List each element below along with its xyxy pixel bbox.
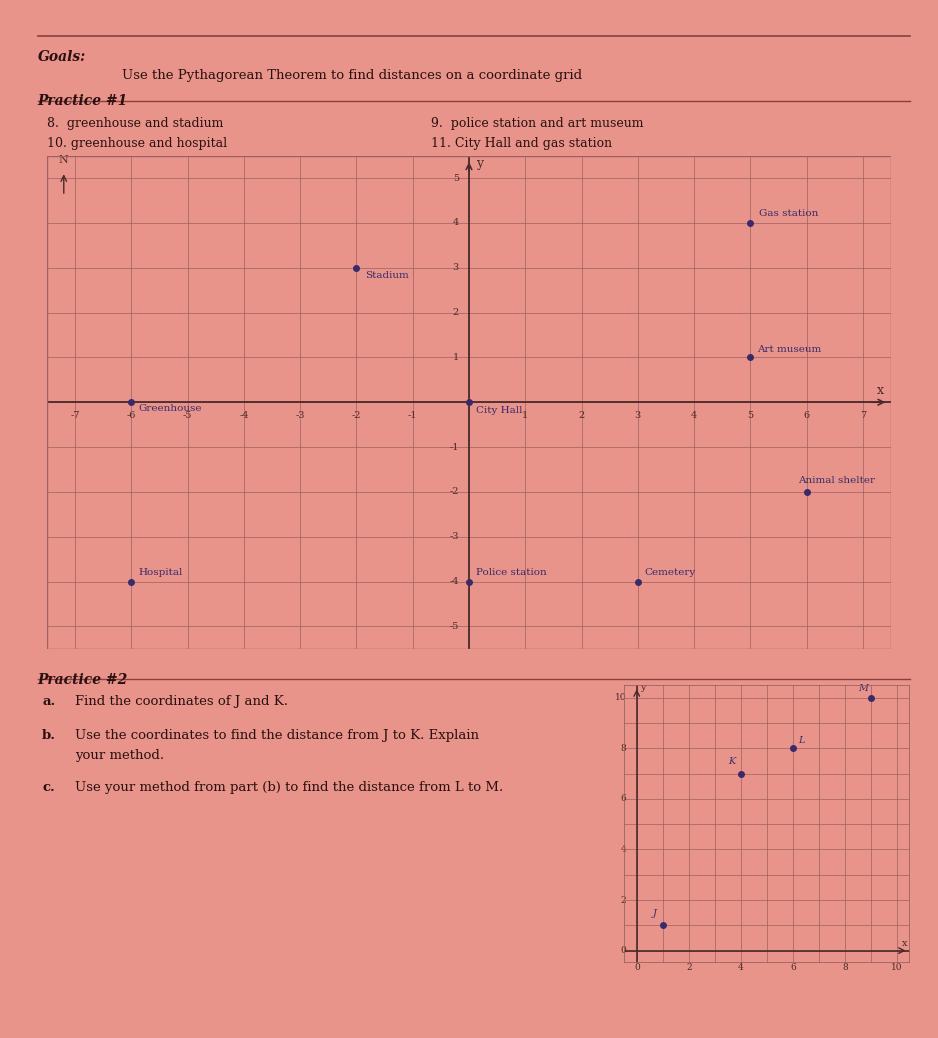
Text: Hospital: Hospital (138, 568, 183, 577)
Text: 4: 4 (691, 411, 697, 420)
Text: -5: -5 (183, 411, 192, 420)
Text: 8: 8 (621, 744, 627, 753)
Text: Find the coordinates of J and K.: Find the coordinates of J and K. (75, 695, 288, 709)
Text: J: J (653, 908, 657, 918)
Text: Practice #1: Practice #1 (38, 94, 128, 108)
Text: Use the coordinates to find the distance from J to K. Explain: Use the coordinates to find the distance… (75, 729, 479, 742)
Text: 3: 3 (635, 411, 641, 420)
Text: Use your method from part (b) to find the distance from L to M.: Use your method from part (b) to find th… (75, 781, 504, 794)
Text: Art museum: Art museum (757, 345, 822, 354)
Text: 1: 1 (522, 411, 528, 420)
Text: Use the Pythagorean Theorem to find distances on a coordinate grid: Use the Pythagorean Theorem to find dist… (122, 69, 582, 82)
Text: 2: 2 (579, 411, 584, 420)
Text: x: x (876, 384, 884, 398)
Text: x: x (902, 938, 907, 948)
Text: -7: -7 (70, 411, 80, 420)
Text: -4: -4 (449, 577, 459, 586)
Text: Goals:: Goals: (38, 50, 85, 63)
Text: 2: 2 (686, 963, 691, 973)
Text: L: L (798, 736, 805, 744)
Text: y: y (641, 683, 646, 692)
Text: -3: -3 (449, 532, 459, 541)
Text: 4: 4 (621, 845, 627, 854)
Text: 0: 0 (621, 946, 627, 955)
Text: your method.: your method. (75, 749, 164, 763)
Text: City Hall: City Hall (476, 406, 522, 415)
Text: 8: 8 (842, 963, 848, 973)
Text: 7: 7 (860, 411, 866, 420)
Text: M: M (858, 684, 868, 692)
Text: 1: 1 (453, 353, 459, 362)
Text: -2: -2 (352, 411, 361, 420)
Text: 4: 4 (738, 963, 744, 973)
Text: 11. City Hall and gas station: 11. City Hall and gas station (431, 137, 613, 151)
Text: -6: -6 (127, 411, 136, 420)
Text: 2: 2 (453, 308, 459, 317)
Text: a.: a. (42, 695, 55, 709)
Text: Greenhouse: Greenhouse (138, 405, 202, 413)
Text: 4: 4 (453, 218, 459, 227)
Text: -4: -4 (239, 411, 249, 420)
Text: N: N (59, 155, 68, 165)
Text: 6: 6 (790, 963, 795, 973)
Text: Police station: Police station (476, 568, 547, 577)
Text: b.: b. (42, 729, 56, 742)
Text: -1: -1 (449, 442, 459, 452)
Text: 6: 6 (621, 794, 627, 803)
Text: -3: -3 (295, 411, 305, 420)
Text: 6: 6 (804, 411, 809, 420)
Text: Stadium: Stadium (365, 271, 409, 280)
Text: 10: 10 (891, 963, 902, 973)
Text: 5: 5 (453, 173, 459, 183)
Text: 3: 3 (453, 264, 459, 272)
Text: -2: -2 (449, 488, 459, 496)
Text: Cemetery: Cemetery (644, 568, 696, 577)
Text: K: K (728, 757, 735, 766)
Text: y: y (476, 157, 483, 170)
Text: 5: 5 (748, 411, 753, 420)
Text: 0: 0 (634, 963, 640, 973)
Text: 8.  greenhouse and stadium: 8. greenhouse and stadium (47, 117, 223, 131)
Text: Animal shelter: Animal shelter (798, 476, 875, 485)
Text: -1: -1 (408, 411, 417, 420)
Text: 10: 10 (615, 693, 627, 703)
Text: Gas station: Gas station (759, 210, 818, 218)
Text: c.: c. (42, 781, 55, 794)
Text: 2: 2 (621, 896, 627, 904)
Text: -5: -5 (449, 622, 459, 631)
Text: 10. greenhouse and hospital: 10. greenhouse and hospital (47, 137, 227, 151)
Text: Practice #2: Practice #2 (38, 673, 128, 686)
Text: 9.  police station and art museum: 9. police station and art museum (431, 117, 644, 131)
